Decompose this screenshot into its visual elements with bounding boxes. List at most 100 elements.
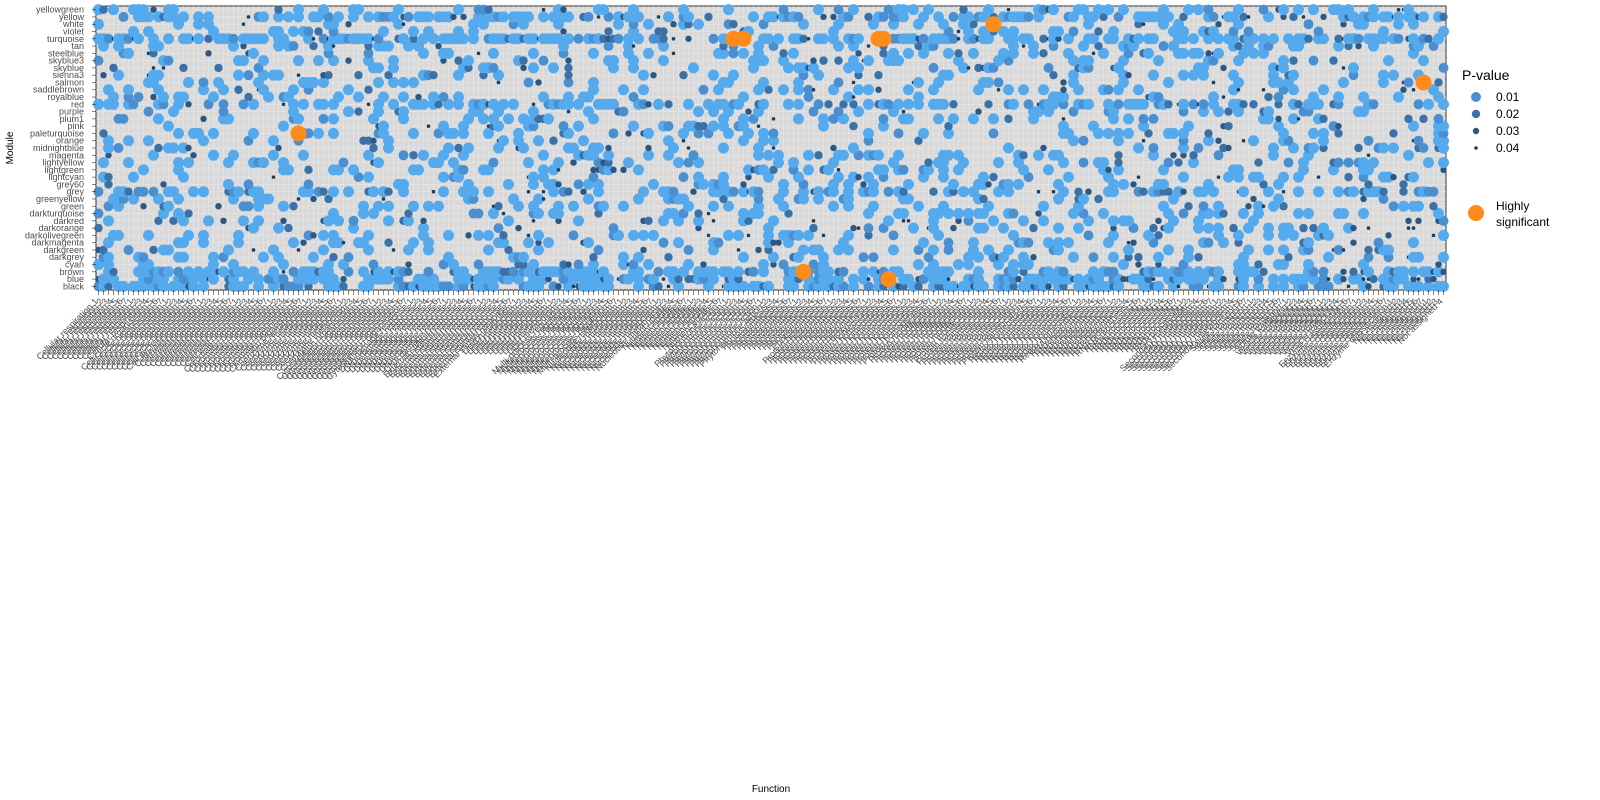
data-point (943, 149, 954, 161)
data-point (1068, 251, 1079, 263)
data-point (918, 127, 929, 139)
data-point (190, 152, 197, 159)
data-point (643, 18, 654, 30)
data-point (1341, 66, 1346, 70)
data-point (273, 69, 284, 81)
data-point (1303, 19, 1314, 30)
data-point (1139, 187, 1148, 196)
data-point (628, 120, 639, 132)
data-point (923, 164, 934, 176)
data-point (656, 15, 661, 19)
data-point (383, 215, 394, 227)
data-point (1220, 275, 1227, 283)
data-point (1365, 283, 1372, 290)
data-point (923, 4, 934, 16)
data-point (1340, 21, 1347, 28)
data-point (803, 164, 814, 176)
data-point (758, 98, 769, 110)
data-point (296, 73, 301, 77)
data-point (1418, 55, 1429, 67)
data-point (328, 113, 339, 125)
data-point (764, 245, 773, 255)
data-point (1123, 113, 1134, 125)
data-point (103, 33, 114, 44)
data-point (573, 179, 584, 190)
y-tick-label: lightcyan (48, 172, 84, 182)
data-point (568, 200, 579, 212)
data-point (528, 259, 539, 271)
data-point (598, 4, 609, 16)
data-point (1023, 33, 1034, 45)
data-point (793, 11, 804, 22)
data-point (463, 178, 474, 190)
data-point (848, 142, 859, 154)
y-tick-label: blue (67, 274, 84, 284)
data-point (608, 55, 619, 67)
data-point (426, 124, 431, 128)
data-point (438, 186, 449, 198)
data-point (1114, 151, 1123, 160)
data-point (753, 200, 764, 212)
data-point (1138, 120, 1149, 132)
data-point (603, 149, 614, 161)
data-point (1063, 33, 1074, 45)
data-point (1088, 120, 1099, 132)
data-point (858, 266, 869, 278)
y-tick-label: darkgreen (43, 245, 84, 255)
data-point (1429, 202, 1438, 211)
data-point (198, 77, 209, 88)
y-tick-label: darkorange (38, 223, 84, 233)
data-point (788, 157, 799, 169)
data-point (580, 188, 587, 195)
data-point (1410, 275, 1417, 283)
data-point (526, 233, 531, 238)
data-point (1189, 151, 1198, 160)
data-point (418, 273, 429, 285)
data-point (888, 18, 899, 30)
data-point (323, 259, 334, 271)
data-point (541, 189, 546, 194)
data-point (528, 33, 539, 45)
data-point (1203, 208, 1214, 220)
data-point (763, 149, 774, 161)
data-point (553, 157, 564, 169)
data-point (1228, 33, 1239, 45)
data-point (898, 164, 909, 175)
data-point (243, 70, 254, 81)
data-point (583, 106, 594, 118)
data-point (563, 127, 574, 139)
data-point (753, 186, 764, 197)
data-point (1063, 273, 1074, 285)
data-point (288, 266, 299, 277)
data-point (1135, 261, 1142, 268)
data-point (1358, 91, 1369, 103)
data-point (1023, 237, 1034, 248)
data-point (1094, 41, 1103, 51)
data-point (938, 98, 949, 110)
data-point (363, 171, 374, 183)
data-point (993, 186, 1004, 198)
data-point (613, 229, 624, 241)
data-point (1236, 87, 1241, 92)
y-tick-label: darkturquoise (29, 209, 84, 219)
data-point (953, 259, 964, 271)
data-point (1415, 217, 1422, 225)
data-point (275, 144, 282, 152)
data-point (1208, 25, 1219, 37)
data-point (248, 266, 259, 278)
data-point (1008, 25, 1019, 37)
data-point (173, 208, 184, 220)
data-point (1153, 92, 1164, 103)
data-point (304, 165, 313, 175)
y-tick-label: magenta (49, 150, 84, 160)
data-point (1303, 237, 1314, 249)
y-tick-label: royalblue (47, 92, 84, 102)
data-point (708, 120, 719, 132)
data-point (1378, 69, 1389, 81)
data-point (473, 11, 484, 23)
data-point (423, 11, 434, 23)
data-point (818, 113, 829, 125)
data-point (1259, 180, 1268, 189)
data-point (1103, 84, 1114, 95)
